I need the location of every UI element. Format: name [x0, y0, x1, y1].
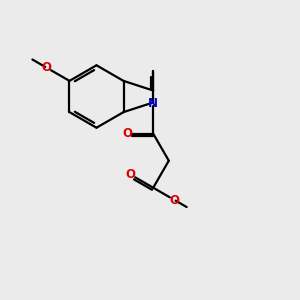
- Text: N: N: [148, 97, 158, 110]
- Text: O: O: [122, 127, 132, 140]
- Text: O: O: [126, 168, 136, 181]
- Text: O: O: [42, 61, 52, 74]
- Text: O: O: [169, 194, 180, 207]
